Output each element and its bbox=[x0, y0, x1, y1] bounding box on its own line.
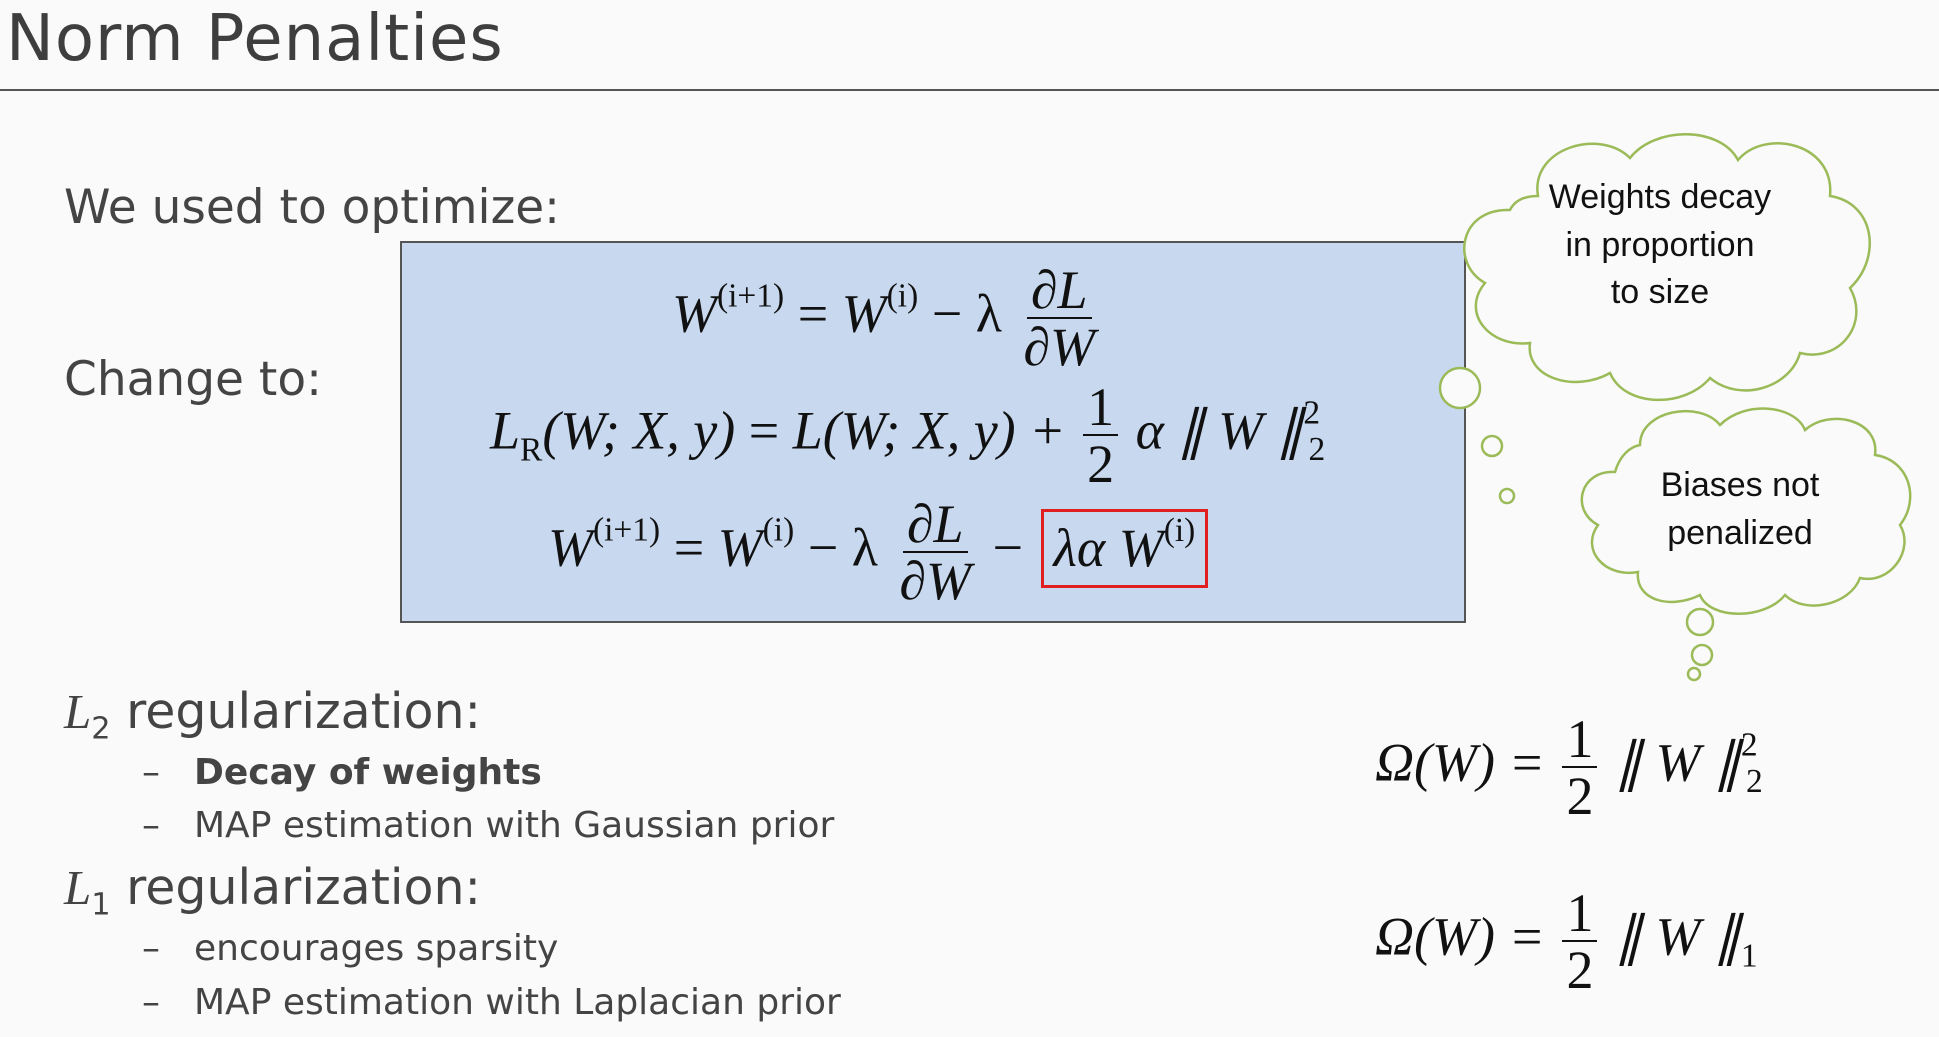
l2-heading: L2 regularization: bbox=[64, 683, 482, 747]
l2-item-1: – Decay of weights bbox=[142, 752, 542, 793]
thought-cloud-weights-decay bbox=[1438, 133, 1871, 505]
slide-title: Norm Penalties bbox=[6, 2, 504, 76]
l1-item-2: – MAP estimation with Laplacian prior bbox=[142, 982, 841, 1023]
l1-heading: L1 regularization: bbox=[64, 859, 482, 923]
optimize-label: We used to optimize: bbox=[64, 180, 561, 235]
l2-item-2: – MAP estimation with Gaussian prior bbox=[142, 805, 835, 846]
thought-cloud-biases bbox=[1580, 407, 1912, 682]
l1-item-1: – encourages sparsity bbox=[142, 928, 559, 969]
cloud-weights-decay-text: Weights decay in proportion to size bbox=[1548, 178, 1772, 312]
equation-box bbox=[400, 241, 1466, 623]
weight-decay-highlight: λα W(i) bbox=[1040, 508, 1209, 588]
equation-update-new: W(i+1) = W(i) − λ ∂L ∂W − λα W(i) bbox=[548, 497, 1209, 610]
equation-update-old: W(i+1) = W(i) − λ ∂L ∂W bbox=[672, 260, 1096, 377]
cloud-biases-text: Biases not penalized bbox=[1660, 466, 1820, 552]
title-divider bbox=[0, 89, 1939, 91]
change-label: Change to: bbox=[64, 352, 322, 407]
